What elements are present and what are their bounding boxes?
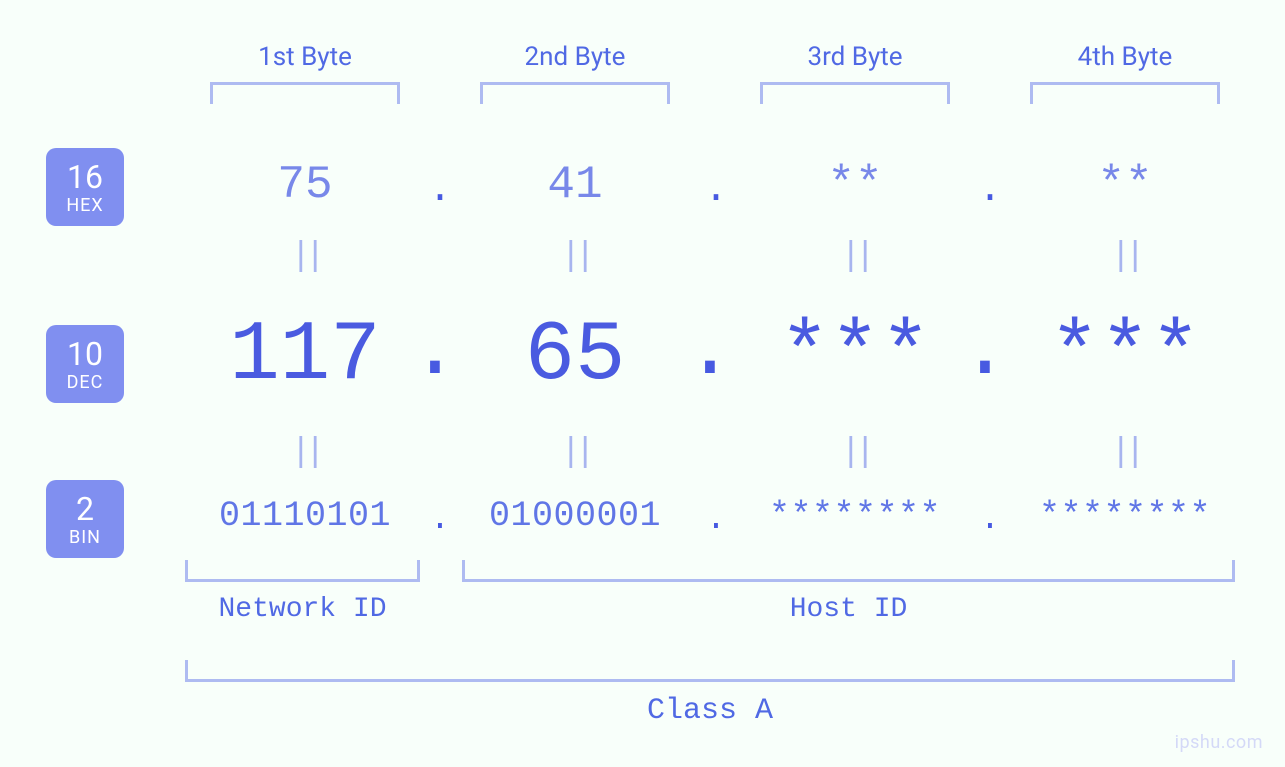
byte-label-1: 1st Byte xyxy=(180,42,430,72)
equals-2-2: || xyxy=(460,434,690,472)
label-class: Class A xyxy=(185,694,1235,728)
equals-2-4: || xyxy=(1010,434,1240,472)
byte-bracket-1 xyxy=(210,82,400,104)
bracket-class xyxy=(185,660,1235,682)
byte-bracket-2 xyxy=(480,82,670,104)
equals-2-1: || xyxy=(180,434,430,472)
bracket-host-id xyxy=(462,560,1235,582)
equals-1-4: || xyxy=(1010,238,1240,276)
byte-col-3: 3rd Byte xyxy=(740,0,970,767)
bin-dot-2: . xyxy=(700,503,732,537)
byte-label-4: 4th Byte xyxy=(1010,42,1240,72)
base-badge-bin: 2 BIN xyxy=(46,480,124,558)
equals-1-2: || xyxy=(460,238,690,276)
byte-col-1: 1st Byte xyxy=(180,0,430,767)
diagram-canvas: 1st Byte 2nd Byte 3rd Byte 4th Byte 16 H… xyxy=(0,0,1285,767)
hex-dot-2: . xyxy=(696,171,736,211)
byte-bracket-3 xyxy=(760,82,950,104)
bracket-network-id xyxy=(185,560,420,582)
base-name-hex: HEX xyxy=(66,197,103,215)
watermark: ipshu.com xyxy=(1175,732,1263,753)
base-name-bin: BIN xyxy=(69,529,101,547)
byte-col-2: 2nd Byte xyxy=(460,0,690,767)
bin-dot-3: . xyxy=(974,503,1006,537)
base-name-dec: DEC xyxy=(67,374,104,392)
base-num-dec: 10 xyxy=(67,338,103,370)
equals-1-1: || xyxy=(180,238,430,276)
base-badge-hex: 16 HEX xyxy=(46,148,124,226)
byte-label-3: 3rd Byte xyxy=(740,42,970,72)
byte-bracket-4 xyxy=(1030,82,1220,104)
hex-dot-3: . xyxy=(970,171,1010,211)
equals-1-3: || xyxy=(740,238,970,276)
label-host-id: Host ID xyxy=(462,594,1235,625)
base-num-hex: 16 xyxy=(67,161,103,193)
equals-2-3: || xyxy=(740,434,970,472)
byte-label-2: 2nd Byte xyxy=(460,42,690,72)
byte-col-4: 4th Byte xyxy=(1010,0,1240,767)
base-badge-dec: 10 DEC xyxy=(46,325,124,403)
base-num-bin: 2 xyxy=(76,493,94,525)
label-network-id: Network ID xyxy=(185,594,420,625)
